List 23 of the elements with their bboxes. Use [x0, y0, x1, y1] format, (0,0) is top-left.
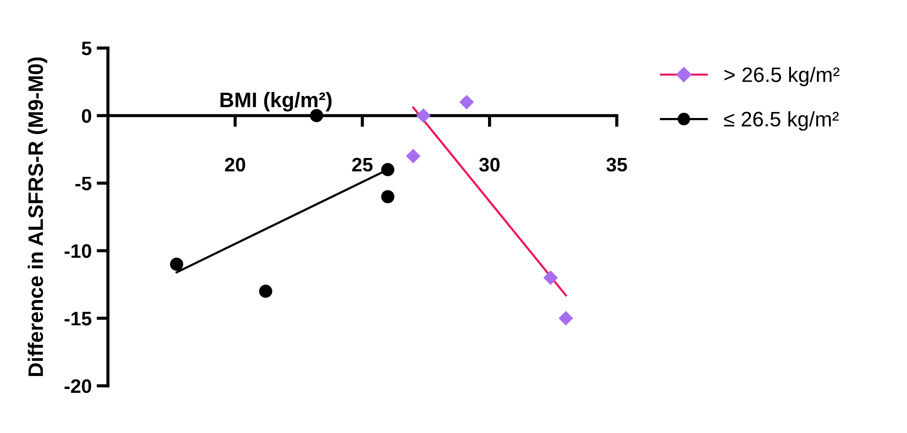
x-tick-label: 35	[606, 158, 628, 172]
y-tick-label: -20	[64, 379, 92, 394]
point	[406, 148, 421, 164]
point	[416, 108, 431, 123]
y-axis-title: Difference in ALSFRS-R (M9-M0)	[28, 57, 48, 376]
point	[381, 190, 394, 204]
y-tick-label: -10	[64, 244, 92, 258]
point	[259, 284, 272, 298]
point	[459, 94, 474, 110]
legend-label: ≤ 26.5 kg/m²	[724, 111, 839, 131]
y-tick-label: 5	[82, 42, 92, 56]
legend-label: > 26.5 kg/m²	[724, 66, 840, 86]
y-tick-label: -15	[64, 312, 92, 326]
x-tick-label: 25	[352, 158, 373, 172]
y-tick-label: 0	[82, 109, 92, 123]
x-tick-label: 30	[479, 158, 500, 172]
point	[543, 270, 558, 286]
x-tick-label: 20	[225, 158, 246, 172]
x-axis-title: BMI (kg/m²)	[220, 92, 332, 112]
y-tick-label: -5	[75, 176, 92, 190]
point	[170, 258, 184, 271]
point	[381, 163, 394, 176]
point	[558, 310, 574, 326]
